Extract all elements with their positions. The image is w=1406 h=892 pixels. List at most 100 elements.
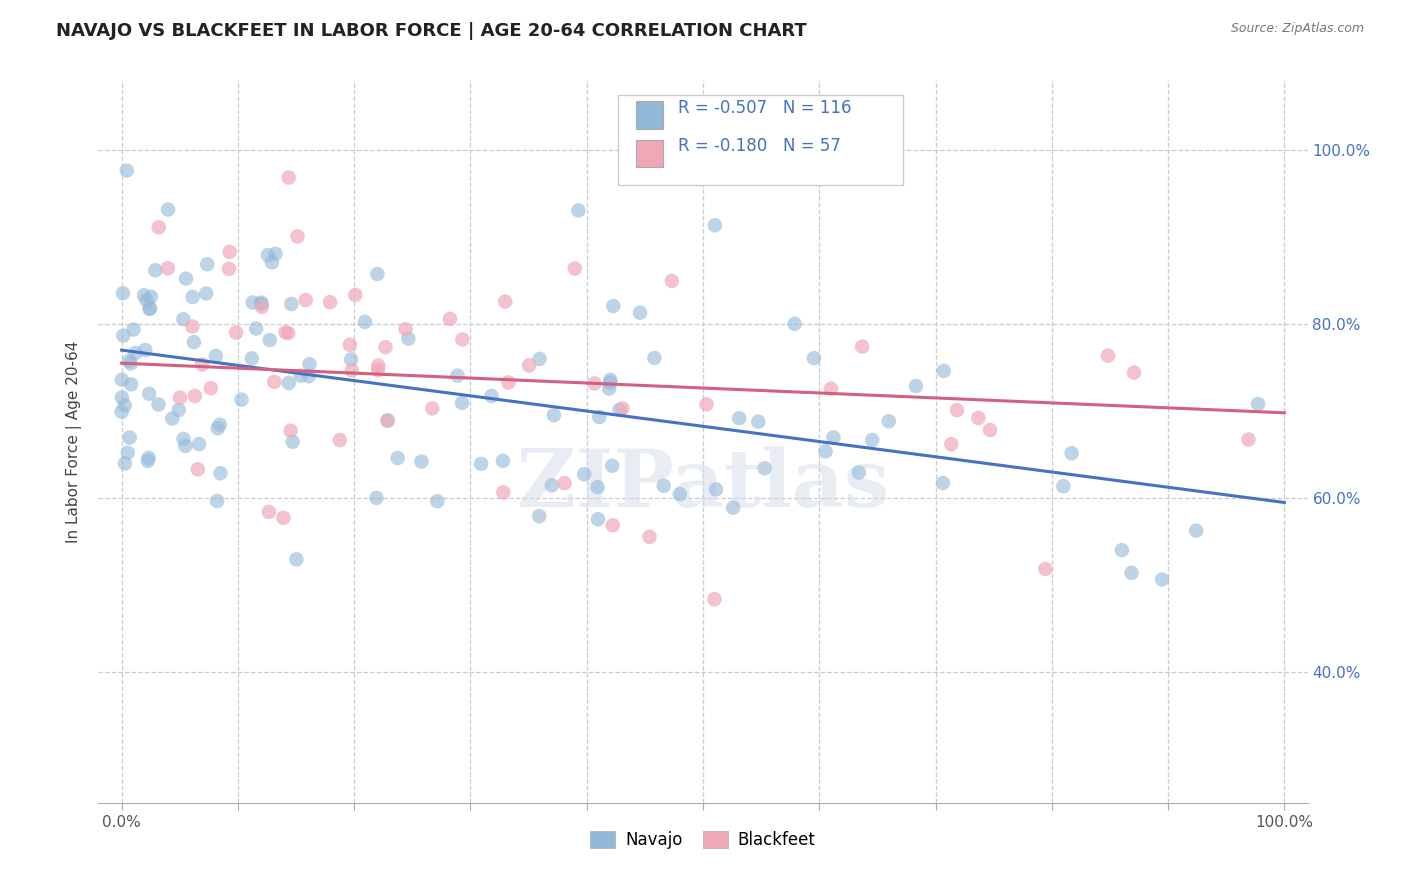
- Point: [721, 500, 744, 515]
- Point: [277, 326, 299, 340]
- Point: [554, 476, 576, 491]
- Point: [257, 505, 280, 519]
- Point: [256, 248, 278, 262]
- Point: [319, 295, 342, 310]
- Point: [250, 295, 273, 310]
- Point: [111, 391, 134, 405]
- Point: [135, 293, 157, 308]
- Point: [114, 399, 136, 413]
- Point: [187, 462, 209, 476]
- Point: [598, 382, 620, 396]
- Point: [1152, 573, 1174, 587]
- Point: [396, 332, 419, 346]
- Point: [340, 363, 363, 377]
- Point: [124, 346, 146, 360]
- Point: [803, 351, 825, 366]
- Point: [420, 401, 443, 416]
- Point: [172, 312, 194, 326]
- Point: [114, 457, 136, 471]
- Point: [120, 377, 142, 392]
- Point: [367, 363, 389, 377]
- Point: [280, 297, 302, 311]
- Point: [259, 333, 281, 347]
- Point: [451, 396, 474, 410]
- Point: [572, 467, 595, 482]
- Point: [367, 359, 389, 373]
- Point: [353, 315, 375, 329]
- Point: [602, 518, 624, 533]
- Point: [612, 401, 634, 416]
- Point: [979, 423, 1001, 437]
- Point: [344, 288, 367, 302]
- Point: [205, 494, 228, 508]
- Bar: [637, 101, 664, 128]
- Point: [174, 271, 197, 285]
- Point: [111, 405, 134, 419]
- Text: R = -0.180   N = 57: R = -0.180 N = 57: [678, 137, 841, 155]
- Point: [860, 433, 883, 447]
- Point: [540, 478, 562, 492]
- Point: [181, 290, 204, 304]
- Point: [250, 300, 273, 314]
- Point: [696, 397, 718, 411]
- Point: [195, 286, 218, 301]
- Point: [298, 357, 321, 371]
- Point: [290, 368, 312, 383]
- Point: [820, 382, 842, 396]
- Text: Source: ZipAtlas.com: Source: ZipAtlas.com: [1230, 22, 1364, 36]
- Point: [139, 290, 162, 304]
- Point: [387, 450, 409, 465]
- Point: [148, 397, 170, 411]
- Point: [494, 294, 516, 309]
- Point: [1237, 433, 1260, 447]
- Point: [339, 337, 361, 351]
- Point: [783, 317, 806, 331]
- FancyBboxPatch shape: [619, 95, 903, 185]
- Point: [1185, 524, 1208, 538]
- Point: [277, 170, 299, 185]
- Point: [588, 409, 610, 424]
- Point: [340, 352, 363, 367]
- Point: [366, 267, 388, 281]
- Point: [426, 494, 449, 508]
- Point: [138, 450, 160, 465]
- Point: [411, 455, 433, 469]
- Point: [263, 375, 285, 389]
- Point: [470, 457, 492, 471]
- Point: [274, 325, 297, 339]
- Point: [747, 415, 769, 429]
- Point: [529, 509, 551, 524]
- Point: [377, 413, 399, 427]
- Point: [1123, 366, 1146, 380]
- Point: [329, 433, 352, 447]
- Point: [200, 381, 222, 395]
- Point: [728, 411, 751, 425]
- Point: [446, 368, 468, 383]
- Point: [703, 592, 725, 607]
- Point: [564, 261, 586, 276]
- Point: [184, 389, 207, 403]
- Point: [377, 414, 399, 428]
- Point: [139, 301, 162, 315]
- Point: [652, 479, 675, 493]
- Point: [638, 530, 661, 544]
- Point: [602, 299, 624, 313]
- Point: [848, 466, 870, 480]
- Point: [481, 389, 503, 403]
- Point: [112, 328, 135, 343]
- Point: [285, 552, 308, 566]
- Point: [169, 391, 191, 405]
- Point: [118, 431, 141, 445]
- Point: [118, 354, 141, 368]
- Point: [156, 261, 179, 276]
- Legend: Navajo, Blackfeet: Navajo, Blackfeet: [583, 824, 823, 856]
- Y-axis label: In Labor Force | Age 20-64: In Labor Force | Age 20-64: [66, 341, 83, 542]
- Point: [669, 487, 692, 501]
- Point: [932, 364, 955, 378]
- Point: [138, 301, 160, 316]
- Point: [208, 417, 231, 432]
- Point: [567, 203, 589, 218]
- Point: [225, 326, 247, 340]
- Point: [111, 286, 134, 301]
- Point: [643, 351, 665, 365]
